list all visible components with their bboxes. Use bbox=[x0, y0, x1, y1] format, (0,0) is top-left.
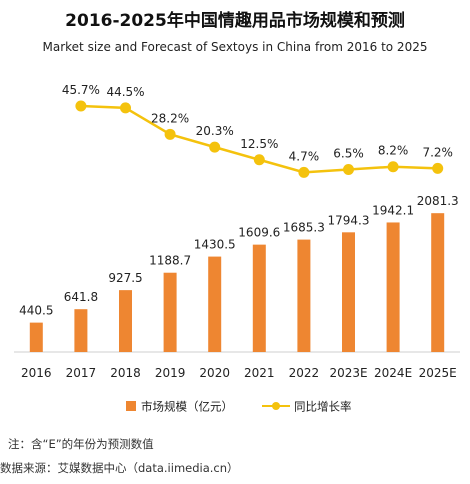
bar bbox=[252, 244, 266, 352]
growth-line-series: 45.7% 44.5% 28.2% 20.3% 12.5% 4.7% 6.5% 8.2% 7.2… bbox=[62, 83, 453, 178]
growth-point bbox=[209, 141, 221, 153]
chart-subtitle: Market size and Forecast of Sextoys in C… bbox=[42, 40, 428, 54]
bar bbox=[431, 213, 445, 352]
x-tick-label: 2022 bbox=[289, 366, 320, 380]
bar bbox=[208, 256, 222, 352]
bar-value-label: 1794.3 bbox=[328, 213, 370, 227]
bar bbox=[74, 309, 88, 352]
legend: 市场规模（亿元） 同比增长率 bbox=[126, 400, 352, 414]
bar-value-label: 1609.6 bbox=[238, 226, 280, 240]
growth-value-label: 8.2% bbox=[378, 144, 409, 158]
x-tick-label: 2021 bbox=[244, 366, 275, 380]
chart-title: 2016-2025年中国情趣用品市场规模和预测 bbox=[65, 11, 405, 31]
bar bbox=[297, 239, 311, 352]
x-tick-label: 2016 bbox=[21, 366, 52, 380]
x-tick-label: 2018 bbox=[110, 366, 141, 380]
growth-point bbox=[432, 162, 444, 174]
x-tick-label: 2025E bbox=[419, 366, 457, 380]
x-tick-label: 2024E bbox=[374, 366, 412, 380]
growth-point bbox=[164, 128, 176, 140]
bar-value-label: 1685.3 bbox=[283, 221, 325, 235]
growth-value-label: 12.5% bbox=[240, 137, 278, 151]
growth-point bbox=[387, 161, 399, 173]
bar-value-label: 1188.7 bbox=[149, 254, 191, 268]
x-tick-label: 2020 bbox=[199, 366, 230, 380]
bar bbox=[386, 222, 400, 352]
growth-point bbox=[298, 166, 310, 178]
bar bbox=[342, 232, 355, 352]
footnote: 注：含“E”的年份为预测数值 bbox=[8, 437, 154, 451]
legend-line-dot bbox=[272, 402, 280, 410]
growth-value-label: 6.5% bbox=[333, 146, 364, 160]
x-tick-label: 2017 bbox=[66, 366, 97, 380]
growth-value-label: 45.7% bbox=[62, 83, 100, 97]
growth-value-label: 4.7% bbox=[289, 149, 320, 163]
growth-value-label: 20.3% bbox=[196, 124, 234, 138]
legend-bar-swatch bbox=[126, 401, 136, 411]
legend-bar-label: 市场规模（亿元） bbox=[141, 400, 233, 414]
bar bbox=[29, 322, 43, 352]
bar-value-label: 641.8 bbox=[64, 290, 98, 304]
bar-series bbox=[29, 213, 445, 352]
bar-value-label: 440.5 bbox=[19, 304, 53, 318]
growth-value-label: 28.2% bbox=[151, 111, 189, 125]
x-tick-labels: 2016 2017 2018 2019 2020 2021 2022 2023E 2024E 20… bbox=[21, 366, 457, 380]
growth-point bbox=[343, 163, 354, 175]
growth-value-label: 7.2% bbox=[422, 145, 453, 159]
growth-point bbox=[120, 102, 131, 114]
bar-value-label: 1430.5 bbox=[194, 238, 236, 252]
bar bbox=[119, 290, 132, 352]
bar-value-label: 927.5 bbox=[108, 271, 142, 285]
legend-line-label: 同比增长率 bbox=[294, 400, 352, 414]
growth-point bbox=[75, 100, 87, 112]
growth-value-label: 44.5% bbox=[106, 85, 144, 99]
growth-point bbox=[253, 154, 265, 166]
bar bbox=[163, 272, 177, 352]
bar-value-label: 1942.1 bbox=[372, 203, 414, 217]
data-source: 数据来源：艾媒数据中心（data.iimedia.cn） bbox=[0, 461, 239, 475]
bar-value-label: 2081.3 bbox=[417, 194, 459, 208]
x-tick-label: 2019 bbox=[155, 366, 186, 380]
x-tick-label: 2023E bbox=[329, 366, 367, 380]
